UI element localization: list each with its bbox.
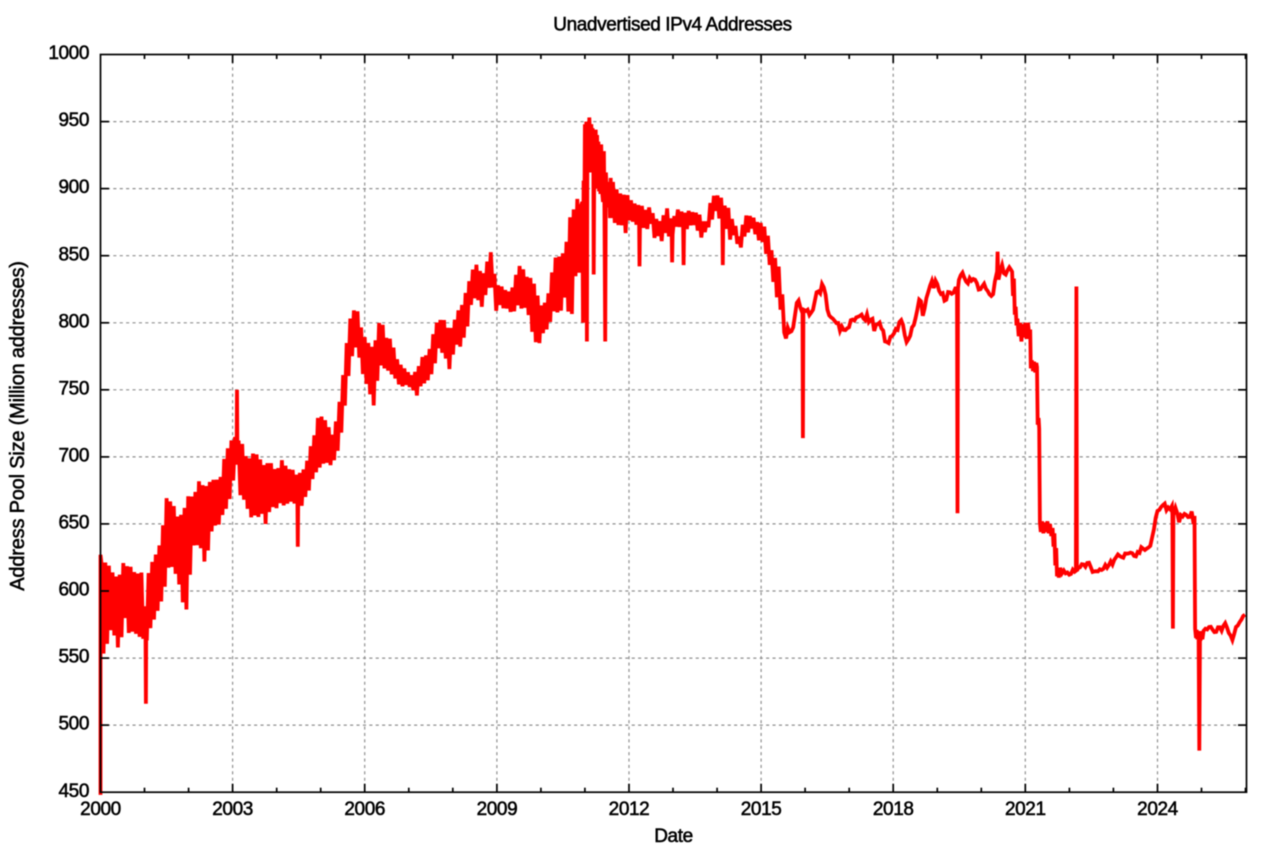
svg-text:Unadvertised IPv4 Addresses: Unadvertised IPv4 Addresses [553,15,791,36]
svg-text:2024: 2024 [1137,799,1179,820]
svg-text:650: 650 [58,513,89,534]
svg-text:950: 950 [58,110,89,131]
svg-text:2006: 2006 [344,799,385,820]
svg-text:Address Pool Size (Million add: Address Pool Size (Million addresses) [7,261,29,590]
svg-text:2018: 2018 [873,799,914,820]
svg-text:750: 750 [58,378,89,399]
svg-text:550: 550 [58,647,89,668]
svg-text:800: 800 [58,311,89,332]
svg-text:2009: 2009 [477,799,518,820]
svg-text:450: 450 [58,781,89,802]
svg-text:Date: Date [654,826,693,847]
svg-text:1000: 1000 [48,43,89,64]
svg-text:900: 900 [58,177,89,198]
svg-text:2015: 2015 [741,799,782,820]
svg-text:700: 700 [58,446,89,467]
svg-text:2021: 2021 [1005,799,1046,820]
svg-text:850: 850 [58,244,89,265]
svg-text:2012: 2012 [609,799,650,820]
svg-text:2003: 2003 [212,799,253,820]
svg-text:600: 600 [58,580,89,601]
svg-text:500: 500 [58,714,89,735]
svg-text:2000: 2000 [80,799,121,820]
